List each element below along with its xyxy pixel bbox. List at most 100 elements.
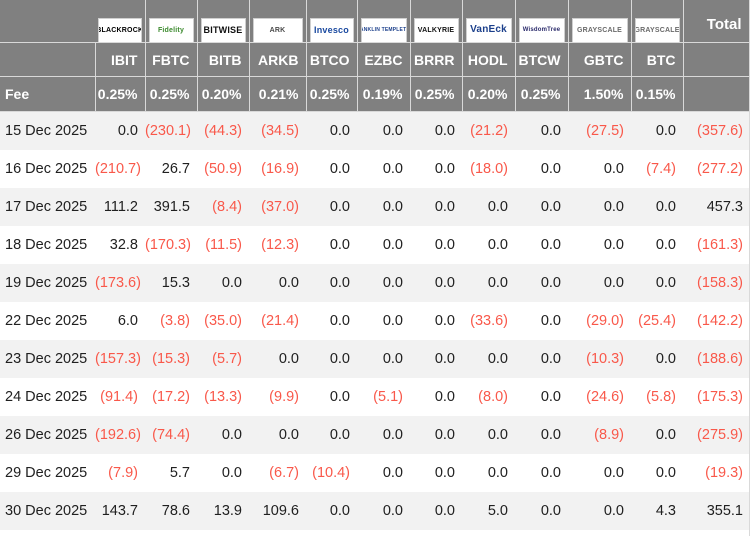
fee-hodl: 0.20% <box>462 76 516 112</box>
fee-ezbc: 0.19% <box>357 76 411 112</box>
cell-btc: 0.0 <box>631 226 683 264</box>
cell-btc: 0.0 <box>631 111 683 150</box>
issuer-label: VanEck <box>470 24 507 35</box>
issuer-logo-brrr: VALKYRIE <box>410 0 463 43</box>
cell-btco: 0.0 <box>306 150 357 188</box>
cell-total: 355.1 <box>683 492 750 530</box>
cell-arkb: 0.0 <box>249 340 306 378</box>
ticker-ezbc: EZBC <box>357 42 411 77</box>
cell-ezbc: 0.0 <box>357 340 410 378</box>
cell-gbtc: 0.0 <box>568 454 631 492</box>
row-date: 30 Dec 2025 <box>0 492 95 530</box>
cell-btc: 4.3 <box>631 492 683 530</box>
cell-hodl: (8.0) <box>462 378 515 416</box>
cell-bitb: (5.7) <box>197 340 249 378</box>
cell-btcw: 0.0 <box>515 264 568 302</box>
row-date: 23 Dec 2025 <box>0 340 95 378</box>
table-row: 18 Dec 2025 32.8 (170.3) (11.5) (12.3) 0.0 0.0… <box>0 226 750 264</box>
cell-brrr: 0.0 <box>410 150 462 188</box>
cell-ezbc: 0.0 <box>357 188 410 226</box>
fee-bitb: 0.20% <box>197 76 250 112</box>
table-row: 15 Dec 2025 0.0 (230.1) (44.3) (34.5) 0.0 0.0 0… <box>0 111 750 150</box>
table-row: 22 Dec 2025 6.0 (3.8) (35.0) (21.4) 0.0 0.0 0.0… <box>0 302 750 340</box>
issuer-logo-btcw: WisdomTree <box>515 0 569 43</box>
cell-ibit: (7.9) <box>95 454 145 492</box>
cell-ezbc: 0.0 <box>357 416 410 454</box>
cell-btc: (7.4) <box>631 150 683 188</box>
table-row: 30 Dec 2025 143.7 78.6 13.9 109.6 0.0 0.0 0.0 5.… <box>0 492 750 530</box>
issuer-label: Invesco <box>314 24 349 35</box>
cell-brrr: 0.0 <box>410 188 462 226</box>
cell-arkb: (34.5) <box>249 111 306 150</box>
cell-total: (357.6) <box>683 111 750 150</box>
cell-brrr: 0.0 <box>410 302 462 340</box>
ticker-row: IBIT FBTC BITB ARKB BTCO EZBC BRRR HODL … <box>0 42 750 77</box>
ticker-brrr: BRRR <box>410 42 463 77</box>
cell-btcw: 0.0 <box>515 150 568 188</box>
row-date: 24 Dec 2025 <box>0 378 95 416</box>
cell-bitb: (50.9) <box>197 150 249 188</box>
cell-btcw: 0.0 <box>515 454 568 492</box>
cell-total: (318.4) <box>683 530 750 536</box>
cell-hodl: 5.0 <box>462 492 515 530</box>
fee-btc: 0.15% <box>631 76 684 112</box>
cell-btcw: 0.0 <box>515 416 568 454</box>
cell-fbtc: 78.6 <box>145 492 197 530</box>
cell-total: 457.3 <box>683 188 750 226</box>
cell-ezbc: 0.0 <box>357 454 410 492</box>
total-label: Total <box>706 16 742 33</box>
cell-btco: 0.0 <box>306 226 357 264</box>
cell-fbtc: (3.8) <box>145 302 197 340</box>
cell-fbtc: (170.3) <box>145 226 197 264</box>
cell-arkb: (73.5) <box>249 530 306 536</box>
ticker-fbtc: FBTC <box>145 42 198 77</box>
issuer-logo-ibit: BLACKROCK <box>95 0 146 43</box>
cell-ibit: (91.4) <box>95 378 145 416</box>
ticker-hodl: HODL <box>462 42 516 77</box>
cell-ibit: (92.9) <box>95 530 145 536</box>
ticker-ibit: IBIT <box>95 42 146 77</box>
cell-fbtc: 391.5 <box>145 188 197 226</box>
cell-ezbc: (5.1) <box>357 378 410 416</box>
issuer-label: BLACKROCK <box>98 26 142 34</box>
cell-arkb: 109.6 <box>249 492 306 530</box>
cell-btco: 0.0 <box>306 378 357 416</box>
cell-ezbc: 0.0 <box>357 226 410 264</box>
cell-hodl: 0.0 <box>462 416 515 454</box>
table-row: 23 Dec 2025 (157.3) (15.3) (5.7) 0.0 0.0 0.0 0.… <box>0 340 750 378</box>
cell-hodl: 0.0 <box>462 188 515 226</box>
cell-bitb: 0.0 <box>197 264 249 302</box>
cell-bitb: (13.3) <box>197 378 249 416</box>
cell-arkb: (21.4) <box>249 302 306 340</box>
row-date: 16 Dec 2025 <box>0 150 95 188</box>
cell-ezbc: (5.1) <box>357 530 410 536</box>
issuer-label: WisdomTree <box>522 27 561 33</box>
cell-gbtc: (8.9) <box>568 416 631 454</box>
fee-gbtc: 1.50% <box>568 76 632 112</box>
cell-ibit: (210.7) <box>95 150 145 188</box>
issuer-logo-row: BLACKROCK Fidelity BITWISE ARK Invesco F… <box>0 0 750 43</box>
cell-btco: 0.0 <box>306 302 357 340</box>
cell-btc: 0.0 <box>631 188 683 226</box>
cell-ibit: 0.0 <box>95 111 145 150</box>
cell-bitb: (44.3) <box>197 111 249 150</box>
issuer-label: FRANKLIN TEMPLETON <box>360 26 407 33</box>
cell-arkb: (37.0) <box>249 188 306 226</box>
cell-fbtc: 5.7 <box>145 454 197 492</box>
cell-btcw: 0.0 <box>515 340 568 378</box>
row-date: 15 Dec 2025 <box>0 111 95 150</box>
cell-ezbc: 0.0 <box>357 264 410 302</box>
cell-fbtc: (74.4) <box>145 416 197 454</box>
cell-arkb: 0.0 <box>249 416 306 454</box>
issuer-label: GRAYSCALE <box>576 26 623 34</box>
cell-btc: (11.0) <box>631 530 683 536</box>
issuer-logo-bitb: BITWISE <box>197 0 250 43</box>
cell-brrr: 0.0 <box>410 416 462 454</box>
cell-arkb: (9.9) <box>249 378 306 416</box>
table-row: 29 Dec 2025 (7.9) 5.7 0.0 (6.7) (10.4) 0.0 0.0 0… <box>0 454 750 492</box>
cell-bitb: (10.9) <box>197 530 249 536</box>
cell-gbtc: (28.1) <box>568 530 631 536</box>
ticker-btcw: BTCW <box>515 42 569 77</box>
cell-arkb: (12.3) <box>249 226 306 264</box>
